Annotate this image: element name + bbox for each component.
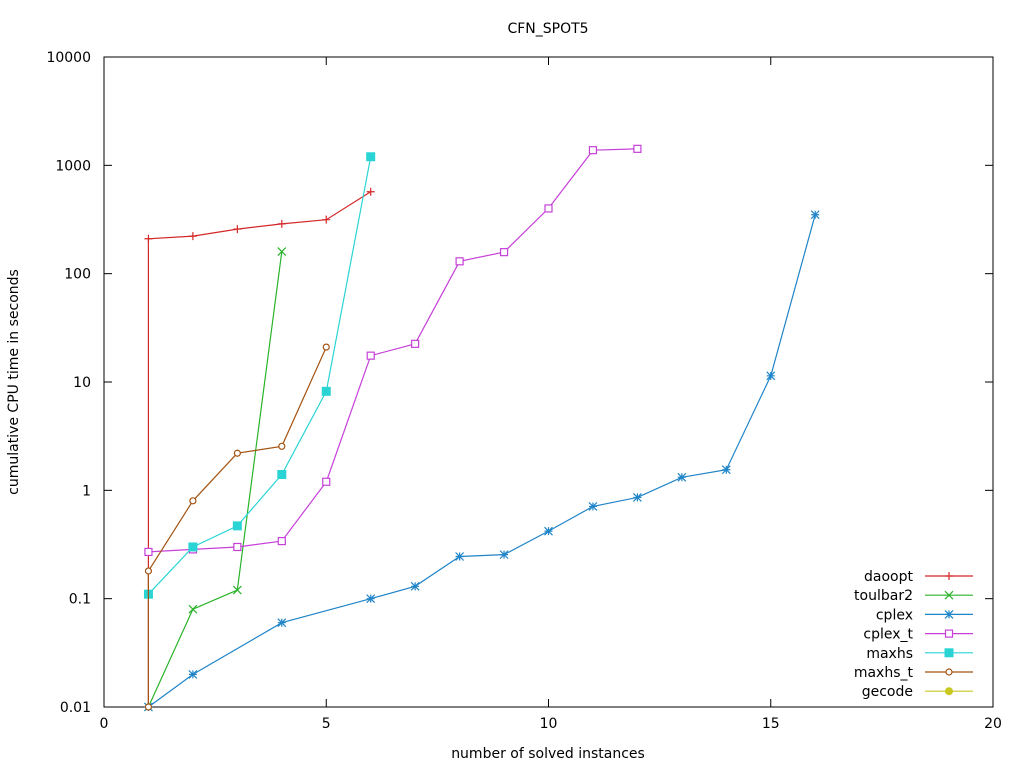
series-line (148, 148, 638, 553)
legend-entry: gecode (862, 684, 973, 700)
data-point (322, 215, 331, 224)
data-point (944, 629, 954, 638)
series-line (148, 214, 816, 708)
data-point (277, 247, 287, 256)
y-tick-label: 0.1 (69, 592, 91, 608)
data-point (499, 550, 509, 560)
y-tick-label: 10 (73, 375, 91, 391)
y-tick-label: 1 (82, 483, 91, 499)
series-cplex-t (144, 144, 642, 557)
data-point (188, 669, 198, 679)
data-point (188, 232, 197, 241)
data-point (233, 542, 242, 552)
legend-entry: daoopt (864, 569, 973, 585)
data-point (632, 493, 642, 502)
data-point (233, 225, 242, 234)
legend-entry: toulbar2 (854, 588, 973, 604)
data-point (766, 371, 776, 381)
y-tick-label: 0.01 (60, 700, 91, 716)
data-point (321, 386, 331, 396)
plot-frame (103, 56, 994, 708)
series-maxhs-t (144, 343, 330, 711)
data-point (944, 648, 954, 658)
plot-border (103, 56, 994, 708)
series-cplex (144, 210, 820, 712)
axis-ticks: 0 5 10 15 20 0.01 0.1 1 10 100 1000 10000 (46, 50, 1001, 732)
legend-label: toulbar2 (854, 588, 913, 604)
legend-entry: cplex_t (863, 627, 973, 643)
data-point (322, 477, 331, 486)
y-tick-label: 1000 (55, 158, 91, 174)
y-tick-label: 100 (64, 267, 91, 283)
data-point (278, 442, 286, 450)
series-line (147, 156, 372, 595)
data-point (410, 581, 420, 591)
series-maxhs (143, 152, 376, 599)
data-point (411, 339, 420, 348)
data-point (945, 687, 953, 696)
data-point (233, 449, 241, 457)
legend-label: cplex_t (863, 627, 913, 643)
data-point (455, 552, 465, 561)
data-point (588, 502, 598, 511)
data-point (144, 567, 153, 575)
data-point (499, 248, 509, 257)
data-point (366, 351, 375, 360)
y-tick-label: 10000 (46, 50, 91, 66)
data-point (277, 219, 286, 228)
chart-title: CFN_SPOT5 (507, 21, 588, 37)
legend-entry: cplex (876, 607, 973, 623)
x-tick-label: 0 (100, 716, 109, 732)
data-point (721, 465, 731, 475)
data-point (633, 144, 642, 153)
data-point (944, 609, 954, 619)
x-tick-label: 5 (322, 716, 331, 732)
series-line (147, 251, 283, 708)
data-point (277, 470, 287, 480)
data-point (188, 604, 198, 614)
legend-label: maxhs_t (854, 665, 914, 681)
data-point (322, 343, 330, 351)
legend-entry: maxhs (866, 646, 973, 662)
data-point (455, 257, 464, 266)
data-point (588, 146, 598, 155)
legend-label: cplex (876, 607, 913, 623)
data-point (544, 204, 553, 213)
legend-label: maxhs (866, 646, 913, 662)
series-toulbar2 (144, 247, 287, 712)
series-line (147, 346, 327, 707)
x-tick-label: 20 (984, 716, 1002, 732)
series-layer (143, 144, 820, 712)
data-point (144, 234, 153, 243)
data-point (366, 594, 376, 604)
data-point (810, 210, 820, 220)
y-axis-title: cumulative CPU time in seconds (6, 269, 22, 495)
data-point (188, 542, 198, 552)
data-point (944, 590, 954, 600)
data-point (232, 585, 242, 595)
data-point (277, 618, 287, 628)
data-point (366, 187, 375, 196)
data-point (144, 703, 153, 711)
data-point (144, 547, 153, 557)
data-point (277, 536, 286, 546)
legend-entry: maxhs_t (854, 665, 973, 681)
data-point (945, 668, 953, 676)
data-point (366, 152, 376, 162)
data-point (544, 526, 553, 536)
legend-label: gecode (862, 684, 913, 700)
x-tick-label: 15 (762, 716, 780, 732)
data-point (189, 497, 197, 505)
x-tick-label: 10 (540, 716, 558, 732)
data-point (232, 521, 242, 531)
data-point (677, 472, 687, 482)
data-point (945, 572, 953, 580)
x-axis-title: number of solved instances (451, 746, 645, 762)
legend-label: daoopt (864, 569, 913, 585)
